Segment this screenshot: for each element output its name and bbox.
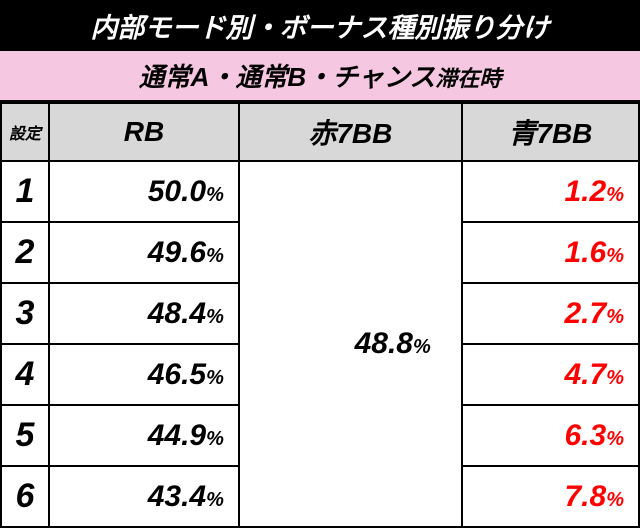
blue7bb-cell: 1.2% (462, 161, 639, 222)
blue7bb-cell: 2.7% (462, 283, 639, 344)
settei-cell: 5 (1, 405, 49, 466)
settei-cell: 3 (1, 283, 49, 344)
blue7bb-cell: 6.3% (462, 405, 639, 466)
blue7bb-cell: 1.6% (462, 222, 639, 283)
table-body: 1 50.0% 48.8% 1.2% 2 49.6% 1.6% 3 48.4% … (1, 161, 639, 527)
table-row: 1 50.0% 48.8% 1.2% (1, 161, 639, 222)
settei-cell: 2 (1, 222, 49, 283)
settei-cell: 4 (1, 344, 49, 405)
blue7bb-cell: 7.8% (462, 466, 639, 527)
col-rb: RB (49, 103, 239, 161)
settei-cell: 1 (1, 161, 49, 222)
subtitle-main: 通常A・通常B・チャンス (139, 62, 436, 92)
subtitle-bar: 通常A・通常B・チャンス滞在時 (0, 51, 640, 102)
rb-cell: 44.9% (49, 405, 239, 466)
rb-cell: 43.4% (49, 466, 239, 527)
settei-cell: 6 (1, 466, 49, 527)
col-settei: 設定 (1, 103, 49, 161)
rb-cell: 48.4% (49, 283, 239, 344)
rb-cell: 50.0% (49, 161, 239, 222)
table-container: 内部モード別・ボーナス種別振り分け 通常A・通常B・チャンス滞在時 設定 RB … (0, 0, 640, 502)
col-blue7bb: 青7BB (462, 103, 639, 161)
red7bb-merged-cell: 48.8% (239, 161, 462, 527)
subtitle-suffix: 滞在時 (435, 66, 501, 91)
blue7bb-cell: 4.7% (462, 344, 639, 405)
header-row: 設定 RB 赤7BB 青7BB (1, 103, 639, 161)
col-red7bb: 赤7BB (239, 103, 462, 161)
title-bar: 内部モード別・ボーナス種別振り分け (0, 0, 640, 51)
rb-cell: 46.5% (49, 344, 239, 405)
rb-cell: 49.6% (49, 222, 239, 283)
data-table: 設定 RB 赤7BB 青7BB 1 50.0% 48.8% 1.2% 2 49.… (0, 102, 640, 528)
